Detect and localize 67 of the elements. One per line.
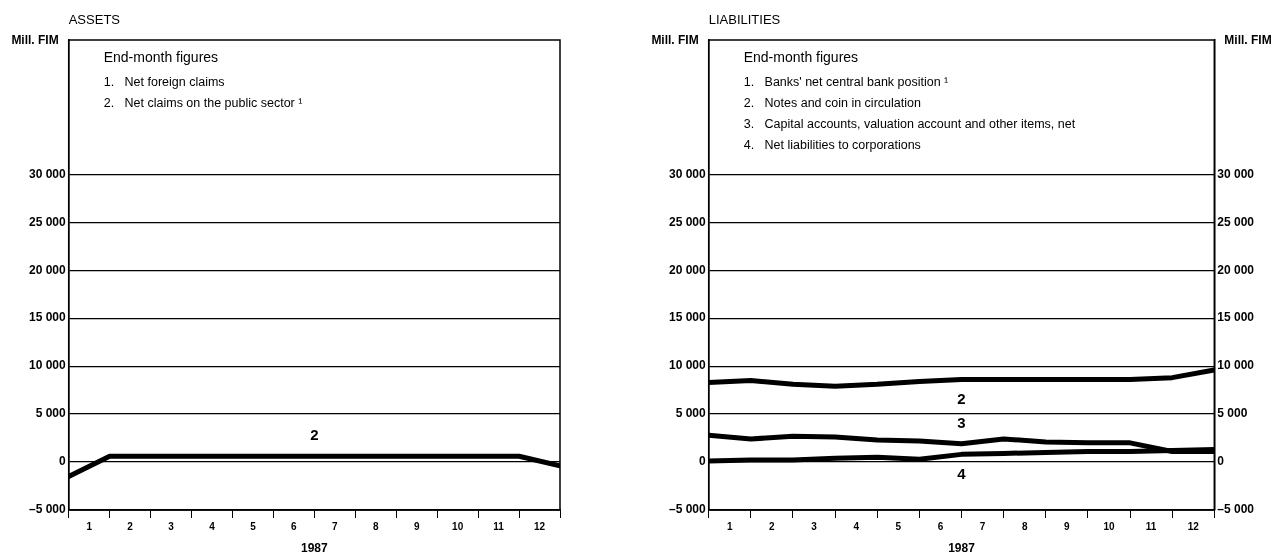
y-tick-label: 25 000 — [29, 214, 67, 229]
y2-tick-label: 0 — [1217, 454, 1225, 469]
y-tick-label: 10 000 — [29, 358, 67, 373]
series-label: 4 — [957, 464, 967, 482]
x-tick-label: 5 — [250, 520, 257, 532]
x-tick-label: 2 — [769, 520, 776, 532]
chart-title: ASSETS — [68, 12, 121, 27]
annotation: 4. Net liabilities to corporations — [743, 138, 921, 152]
y2-tick-label: 5 000 — [1217, 406, 1248, 421]
y2-tick-label: 25 000 — [1217, 214, 1255, 229]
y-tick-label: –5 000 — [669, 502, 707, 517]
x-tick-label: 1 — [86, 520, 93, 532]
y-tick-label: 10 000 — [669, 358, 707, 373]
y-tick-label: 15 000 — [29, 310, 67, 325]
x-tick-label: 3 — [168, 520, 175, 532]
y-tick-label: –5 000 — [29, 502, 67, 517]
x-tick-label: 7 — [979, 520, 986, 532]
x-tick-label: 9 — [1064, 520, 1071, 532]
x-axis-title: 1987 — [301, 541, 329, 555]
y-tick-label: 30 000 — [29, 166, 67, 181]
x-tick-label: 4 — [853, 520, 860, 532]
x-tick-label: 7 — [332, 520, 339, 532]
x-tick-label: 11 — [493, 520, 505, 532]
y-axis-title: Mill. FIM — [11, 33, 59, 47]
x-tick-label: 6 — [291, 520, 298, 532]
chart-title: LIABILITIES — [708, 12, 781, 27]
x-tick-label: 9 — [413, 520, 420, 532]
y-tick-label: 25 000 — [669, 214, 707, 229]
y-tick-label: 5 000 — [35, 406, 67, 421]
x-axis-title: 1987 — [948, 541, 976, 555]
series-label: 2 — [310, 426, 319, 444]
x-tick-label: 3 — [811, 520, 818, 532]
y2-tick-label: 30 000 — [1217, 166, 1255, 181]
x-tick-label: 2 — [127, 520, 134, 532]
y-tick-label: 0 — [59, 454, 67, 469]
annotation: End-month figures — [743, 49, 859, 65]
x-tick-label: 12 — [1187, 520, 1200, 532]
y2-tick-label: –5 000 — [1217, 502, 1255, 517]
annotation: End-month figures — [103, 49, 219, 65]
x-tick-label: 11 — [1145, 520, 1157, 532]
x-tick-label: 6 — [937, 520, 944, 532]
x-tick-label: 8 — [1021, 520, 1028, 532]
x-tick-label: 8 — [372, 520, 379, 532]
x-tick-label: 5 — [895, 520, 902, 532]
y-axis-title: Mill. FIM — [651, 33, 699, 47]
y2-axis-title: Mill. FIM — [1224, 33, 1272, 47]
y2-tick-label: 20 000 — [1217, 262, 1255, 277]
x-tick-label: 10 — [1103, 520, 1115, 532]
annotation: 2. Net claims on the public sector ¹ — [103, 96, 303, 110]
annotation: 2. Notes and coin in circulation — [743, 96, 921, 110]
y-tick-label: 20 000 — [29, 262, 67, 277]
series-label: 3 — [957, 413, 966, 431]
y-tick-label: 5 000 — [675, 406, 707, 421]
x-tick-label: 10 — [452, 520, 464, 532]
annotation: 3. Capital accounts, valuation account and other items, net — [743, 117, 1076, 131]
x-tick-label: 1 — [726, 520, 733, 532]
y2-tick-label: 15 000 — [1217, 310, 1255, 325]
y-tick-label: 20 000 — [669, 262, 707, 277]
y-tick-label: 0 — [699, 454, 707, 469]
y-tick-label: 30 000 — [669, 166, 707, 181]
y-tick-label: 15 000 — [669, 310, 707, 325]
x-tick-label: 4 — [209, 520, 216, 532]
x-tick-label: 12 — [533, 520, 546, 532]
series-label: 2 — [957, 389, 966, 407]
y2-tick-label: 10 000 — [1217, 358, 1255, 373]
annotation: 1. Banks' net central bank position ¹ — [743, 75, 949, 89]
annotation: 1. Net foreign claims — [103, 75, 225, 89]
